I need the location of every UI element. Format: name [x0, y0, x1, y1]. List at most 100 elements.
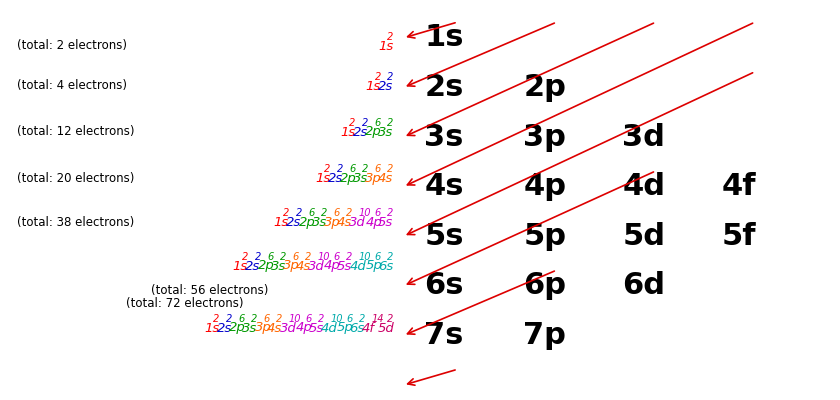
Text: (total: 2 electrons): (total: 2 electrons) [17, 40, 127, 52]
Text: 4s: 4s [337, 216, 352, 228]
Text: 2: 2 [280, 252, 286, 262]
Text: 2: 2 [387, 208, 393, 218]
Text: 6: 6 [305, 314, 311, 324]
Text: 2: 2 [387, 314, 393, 324]
Text: 4d: 4d [622, 172, 665, 201]
Text: 6: 6 [308, 208, 314, 218]
Text: 2: 2 [318, 314, 323, 324]
Text: (total: 56 electrons): (total: 56 electrons) [151, 284, 269, 297]
Text: 4p: 4p [296, 322, 312, 334]
Text: 1s: 1s [233, 260, 248, 272]
Text: 2p: 2p [299, 216, 316, 228]
Text: 2: 2 [255, 252, 260, 262]
Text: 2p: 2p [258, 260, 275, 272]
Text: 4d: 4d [349, 260, 366, 272]
Text: 10: 10 [289, 314, 302, 324]
Text: 1s: 1s [365, 80, 381, 92]
Text: 4d: 4d [321, 322, 338, 334]
Text: 3p: 3p [324, 216, 341, 228]
Text: 3p: 3p [523, 123, 566, 152]
Text: 6: 6 [333, 208, 339, 218]
Text: 6: 6 [375, 252, 381, 262]
Text: 2: 2 [213, 314, 219, 324]
Text: 5p: 5p [523, 222, 566, 251]
Text: (total: 20 electrons): (total: 20 electrons) [17, 172, 134, 184]
Text: 2s: 2s [245, 260, 260, 272]
Text: 2: 2 [387, 72, 393, 82]
Text: 2: 2 [362, 118, 368, 128]
Text: 2: 2 [283, 208, 289, 218]
Text: 4p: 4p [523, 172, 566, 201]
Text: (total: 72 electrons): (total: 72 electrons) [126, 298, 244, 310]
Text: 2: 2 [387, 164, 393, 174]
Text: 7p: 7p [523, 321, 566, 350]
Text: 4s: 4s [296, 260, 311, 272]
Text: 5d: 5d [622, 222, 665, 251]
Text: 6: 6 [264, 314, 270, 324]
Text: 2p: 2p [523, 73, 566, 102]
Text: 6: 6 [346, 314, 352, 324]
Text: 5s: 5s [337, 260, 352, 272]
Text: 3p: 3p [255, 322, 271, 334]
Text: 10: 10 [359, 208, 371, 218]
Text: 3s: 3s [424, 123, 464, 152]
Text: 2: 2 [296, 208, 302, 218]
Text: 10: 10 [330, 314, 343, 324]
Text: 6: 6 [267, 252, 273, 262]
Text: 6: 6 [375, 118, 381, 128]
Text: 3p: 3p [365, 172, 382, 184]
Text: 2: 2 [387, 32, 393, 42]
Text: (total: 12 electrons): (total: 12 electrons) [17, 126, 134, 138]
Text: 2: 2 [387, 252, 393, 262]
Text: 4f: 4f [362, 322, 375, 334]
Text: 6s: 6s [349, 322, 365, 334]
Text: 2: 2 [242, 252, 248, 262]
Text: 5p: 5p [365, 260, 382, 272]
Text: 10: 10 [318, 252, 330, 262]
Text: 2: 2 [337, 164, 343, 174]
Text: 6: 6 [292, 252, 298, 262]
Text: 2: 2 [226, 314, 232, 324]
Text: 2: 2 [349, 118, 355, 128]
Text: 3s: 3s [312, 216, 327, 228]
Text: (total: 38 electrons): (total: 38 electrons) [17, 216, 134, 228]
Text: 6: 6 [375, 208, 381, 218]
Text: 5s: 5s [308, 322, 323, 334]
Text: 3d: 3d [349, 216, 366, 228]
Text: 2p: 2p [340, 172, 357, 184]
Text: 6s: 6s [424, 272, 464, 300]
Text: 2p: 2p [229, 322, 246, 334]
Text: 3d: 3d [308, 260, 325, 272]
Text: 2: 2 [346, 252, 352, 262]
Text: 2: 2 [362, 164, 368, 174]
Text: 10: 10 [359, 252, 371, 262]
Text: 2: 2 [359, 314, 365, 324]
Text: 2s: 2s [328, 172, 343, 184]
Text: 2: 2 [324, 164, 330, 174]
Text: 6d: 6d [622, 272, 665, 300]
Text: 6s: 6s [378, 260, 393, 272]
Text: 2: 2 [276, 314, 282, 324]
Text: 2p: 2p [365, 126, 382, 138]
Text: 6: 6 [239, 314, 244, 324]
Text: 2: 2 [251, 314, 257, 324]
Text: 4f: 4f [722, 172, 756, 201]
Text: 3s: 3s [242, 322, 257, 334]
Text: 1s: 1s [204, 322, 219, 334]
Text: 2s: 2s [286, 216, 302, 228]
Text: 2s: 2s [424, 73, 464, 102]
Text: 5s: 5s [378, 216, 393, 228]
Text: 2: 2 [375, 72, 381, 82]
Text: 3p: 3p [283, 260, 300, 272]
Text: 1s: 1s [274, 216, 289, 228]
Text: 6p: 6p [523, 272, 566, 300]
Text: 1s: 1s [424, 24, 464, 52]
Text: 2s: 2s [353, 126, 368, 138]
Text: 2s: 2s [378, 80, 393, 92]
Text: 3d: 3d [280, 322, 297, 334]
Text: 6: 6 [375, 164, 381, 174]
Text: 4p: 4p [324, 260, 341, 272]
Text: 2: 2 [387, 118, 393, 128]
Text: 4s: 4s [378, 172, 393, 184]
Text: 2s: 2s [217, 322, 232, 334]
